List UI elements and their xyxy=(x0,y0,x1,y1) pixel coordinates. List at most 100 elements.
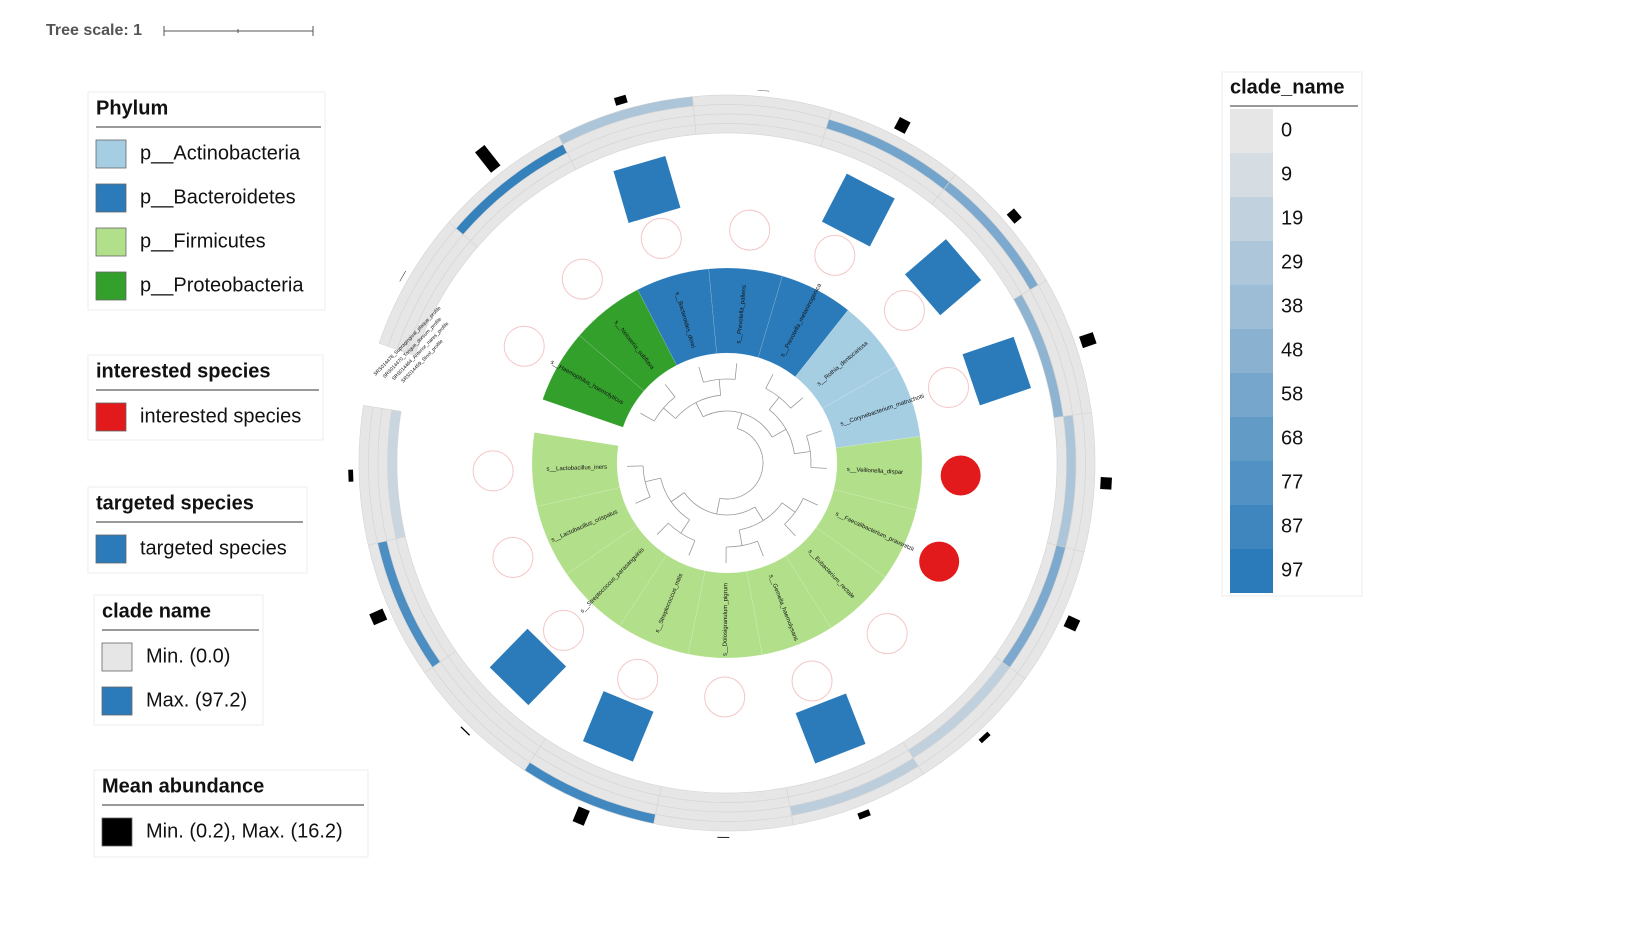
interested-marker xyxy=(704,676,746,718)
tree-branch xyxy=(768,409,795,454)
legend-swatch xyxy=(101,642,133,672)
abundance-bar xyxy=(369,608,388,626)
gradient-swatch xyxy=(1230,549,1273,593)
gradient-label: 68 xyxy=(1281,427,1303,449)
tree-branch xyxy=(754,506,764,521)
legend-title: targeted species xyxy=(96,492,254,514)
abundance-bar xyxy=(572,806,590,826)
tree-branch xyxy=(670,492,685,503)
tree-branch xyxy=(806,430,822,437)
legend-swatch xyxy=(95,227,127,257)
gradient-label: 48 xyxy=(1281,339,1303,361)
gradient-label: 0 xyxy=(1281,119,1292,141)
interested-marker xyxy=(543,609,585,651)
legend-label: Min. (0.0) xyxy=(146,645,230,667)
phylum-sector xyxy=(833,436,923,511)
gradient-label: 97 xyxy=(1281,559,1303,581)
gradient-label: 9 xyxy=(1281,163,1292,185)
gradient-label: 58 xyxy=(1281,383,1303,405)
legend-title: Mean abundance xyxy=(102,775,264,797)
phylum-sector xyxy=(536,487,637,575)
legend-swatch xyxy=(95,534,127,564)
tree-branch xyxy=(703,410,773,438)
gradient-label: 77 xyxy=(1281,471,1303,493)
phylum-sector xyxy=(785,527,886,629)
abundance-bar xyxy=(978,731,991,744)
tree-branch xyxy=(688,540,696,556)
tree-branch xyxy=(736,413,743,429)
tree-branch xyxy=(698,366,704,383)
abundance-bar xyxy=(1063,615,1081,632)
targeted-marker xyxy=(821,173,895,247)
phylum-sector xyxy=(637,268,717,366)
targeted-marker xyxy=(582,691,654,762)
tree-scale-bar xyxy=(163,26,314,36)
interested-marker xyxy=(617,658,659,700)
phylum-sector xyxy=(531,432,621,507)
tree-branch xyxy=(734,363,738,380)
legend-swatch xyxy=(101,817,133,847)
leaf-label: s__Prevotella_pallens xyxy=(736,285,748,344)
tree-branch xyxy=(790,397,804,409)
interested-marker xyxy=(940,455,981,496)
tree-branch xyxy=(784,523,796,537)
tree-branch xyxy=(810,467,827,469)
gradient-swatch xyxy=(1230,197,1273,241)
gradient-swatch xyxy=(1230,461,1273,505)
tree-branch xyxy=(794,451,811,455)
abundance-bar xyxy=(1100,476,1112,490)
interested-marker xyxy=(866,613,908,655)
legend-label: Min. (0.2), Max. (16.2) xyxy=(146,820,343,842)
abundance-bar xyxy=(613,94,628,106)
tree-branch xyxy=(664,384,676,398)
tree-branch xyxy=(663,407,676,419)
gradient-swatch xyxy=(1230,241,1273,285)
abundance-bar xyxy=(348,469,354,482)
legend-label: interested species xyxy=(140,405,301,427)
abundance-bar xyxy=(460,726,471,736)
legend-swatch xyxy=(95,271,127,301)
interested-marker xyxy=(814,234,856,276)
tree-branch xyxy=(716,498,721,515)
tree-branch xyxy=(718,379,722,396)
targeted-marker xyxy=(489,628,567,706)
tree-branch xyxy=(768,396,780,410)
gradient-label: 87 xyxy=(1281,515,1303,537)
legend-label: p__Firmicutes xyxy=(140,230,266,252)
leaf-label: s__Dolosigranulum_pigrum xyxy=(723,583,730,656)
tree-branch xyxy=(738,529,743,546)
interested-marker xyxy=(561,258,603,300)
abundance-bar xyxy=(399,270,406,282)
tree-scale-label: Tree scale: 1 xyxy=(46,22,142,39)
targeted-marker xyxy=(962,336,1032,406)
gradient-label: 29 xyxy=(1281,251,1303,273)
legend-swatch xyxy=(101,686,133,716)
interested-marker xyxy=(472,450,514,492)
tree-branch xyxy=(680,519,690,534)
interested-marker xyxy=(919,541,960,582)
tree-branch xyxy=(635,496,651,504)
tree-branch xyxy=(645,477,661,483)
phylum-sector xyxy=(746,555,832,656)
leaf-label: s__Lactobacillus_iners xyxy=(546,465,607,473)
targeted-marker xyxy=(613,155,681,223)
tree-branch xyxy=(802,498,818,506)
tree-branch xyxy=(771,428,787,438)
abundance-bar xyxy=(857,809,871,820)
legend-label: targeted species xyxy=(140,537,287,559)
abundance-bar xyxy=(757,89,770,92)
heatmap-cell xyxy=(358,405,378,546)
targeted-marker xyxy=(795,693,866,764)
gradient-label: 19 xyxy=(1281,207,1303,229)
legend-swatch xyxy=(95,183,127,213)
abundance-bar xyxy=(1079,332,1097,349)
leaf-label: s__Veillonella_dispar xyxy=(847,467,904,476)
gradient-swatch xyxy=(1230,329,1273,373)
abundance-bar xyxy=(1006,208,1022,224)
legend-swatch xyxy=(95,402,127,432)
interested-marker xyxy=(640,217,682,259)
gradient-swatch xyxy=(1230,285,1273,329)
legend-label: p__Actinobacteria xyxy=(140,142,301,164)
gradient-swatch xyxy=(1230,373,1273,417)
tree-branch xyxy=(640,412,655,422)
